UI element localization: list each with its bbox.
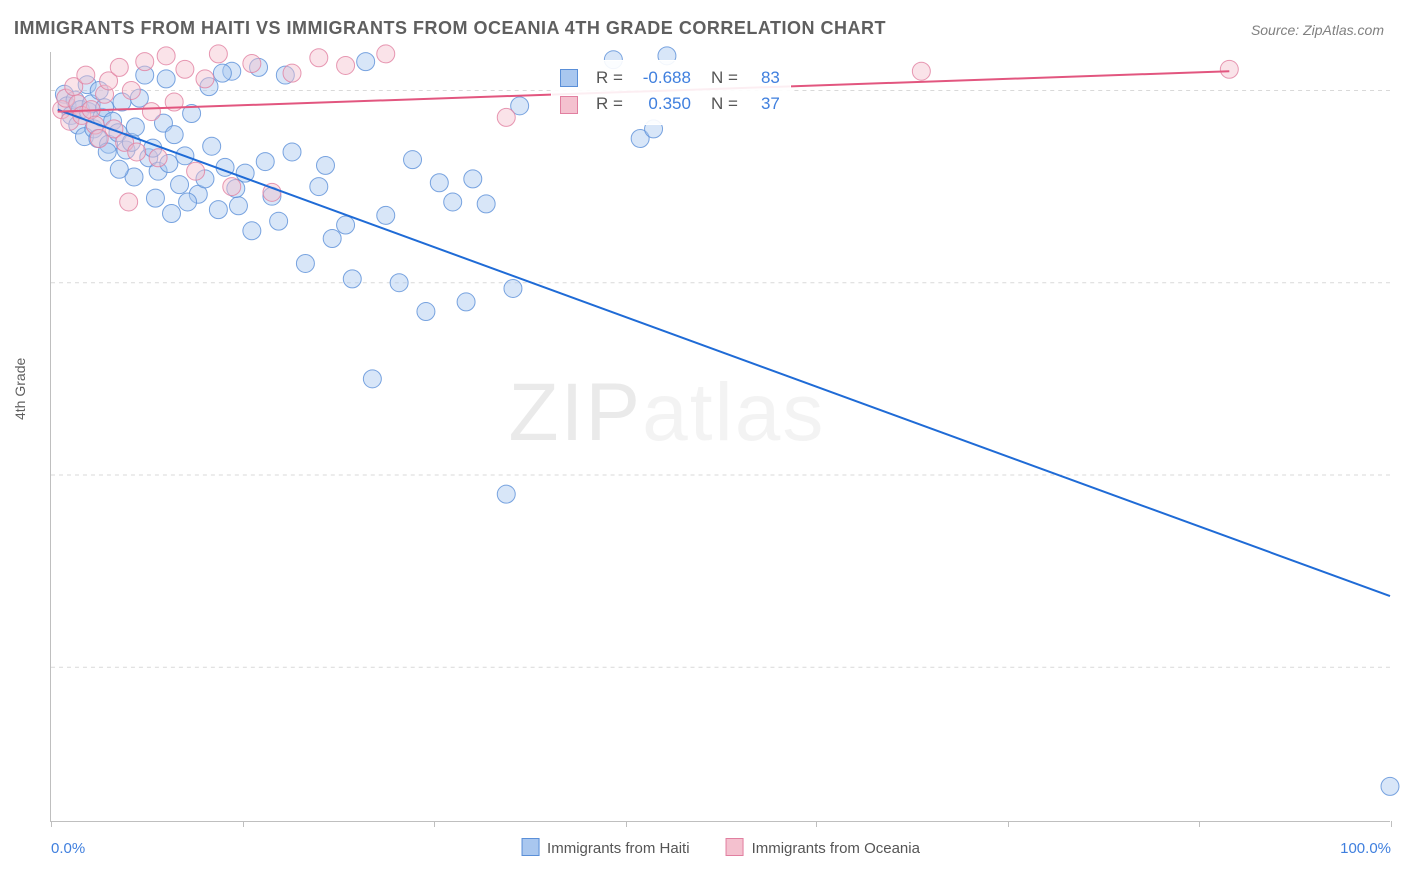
swatch-oceania-icon [726,838,744,856]
x-tick [626,821,627,827]
y-axis-label: 4th Grade [12,358,28,420]
x-tick [1008,821,1009,827]
source-label: Source: ZipAtlas.com [1251,22,1384,38]
x-tick [51,821,52,827]
swatch-haiti-icon [521,838,539,856]
y-tick-label: 80.0% [1396,467,1406,484]
x-tick [243,821,244,827]
legend-row-haiti: R =-0.688 N =83 [560,65,780,91]
x-tick-label: 100.0% [1340,840,1391,857]
y-tick-label: 70.0% [1396,660,1406,677]
x-tick [1391,821,1392,827]
legend-row-oceania: R =0.350 N =37 [560,91,780,117]
y-tick-label: 100.0% [1396,82,1406,99]
bottom-legend: Immigrants from Haiti Immigrants from Oc… [521,838,920,857]
y-tick-label: 90.0% [1396,275,1406,292]
plot-area: ZIPatlas 70.0%80.0%90.0%100.0% 0.0%100.0… [50,52,1390,822]
swatch-haiti [560,69,578,87]
x-tick [816,821,817,827]
legend-item-haiti: Immigrants from Haiti [521,838,690,857]
correlation-legend: R =-0.688 N =83 R =0.350 N =37 [551,60,791,125]
x-tick [1199,821,1200,827]
legend-item-oceania: Immigrants from Oceania [726,838,920,857]
x-tick-label: 0.0% [51,840,85,857]
chart-svg [51,52,1390,821]
chart-title: IMMIGRANTS FROM HAITI VS IMMIGRANTS FROM… [14,18,886,39]
swatch-oceania [560,96,578,114]
x-tick [434,821,435,827]
